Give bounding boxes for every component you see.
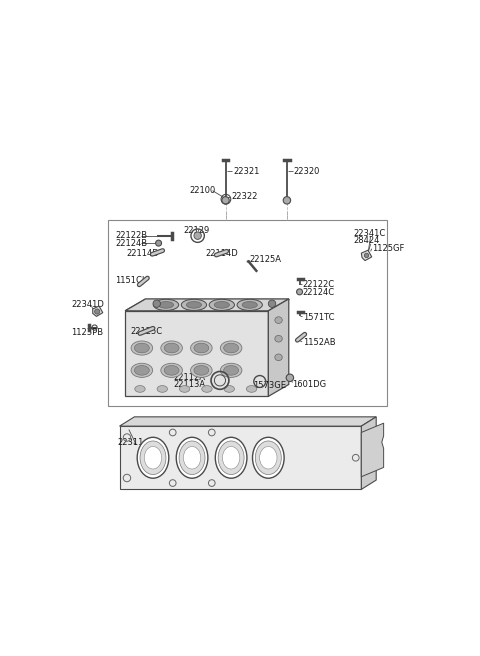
Ellipse shape: [237, 299, 263, 310]
Ellipse shape: [209, 299, 234, 310]
Ellipse shape: [220, 363, 242, 377]
Ellipse shape: [242, 302, 257, 308]
Text: 22125C: 22125C: [131, 327, 163, 336]
Ellipse shape: [180, 386, 190, 392]
Circle shape: [194, 232, 202, 239]
Text: 22114D: 22114D: [205, 249, 238, 258]
Ellipse shape: [216, 438, 247, 478]
Text: 1151CJ: 1151CJ: [115, 276, 144, 285]
Ellipse shape: [194, 365, 209, 375]
Text: 1573GE: 1573GE: [253, 381, 287, 390]
Polygon shape: [361, 250, 372, 260]
Ellipse shape: [144, 447, 162, 469]
Text: 1152AB: 1152AB: [303, 338, 336, 347]
Text: 22124B: 22124B: [115, 239, 147, 247]
Ellipse shape: [260, 447, 277, 469]
Ellipse shape: [191, 341, 212, 355]
Ellipse shape: [220, 341, 242, 355]
Text: 22322: 22322: [231, 192, 257, 201]
Circle shape: [297, 289, 302, 295]
Ellipse shape: [214, 302, 229, 308]
Text: 1601DG: 1601DG: [292, 380, 326, 390]
Text: 22114D: 22114D: [126, 249, 159, 258]
Ellipse shape: [131, 341, 153, 355]
Ellipse shape: [194, 343, 209, 353]
Text: 22129: 22129: [183, 226, 210, 236]
Ellipse shape: [222, 447, 240, 469]
Text: 22122B: 22122B: [115, 231, 147, 240]
Ellipse shape: [224, 365, 239, 375]
Circle shape: [364, 253, 369, 258]
Circle shape: [268, 300, 276, 308]
Ellipse shape: [275, 354, 282, 361]
Ellipse shape: [137, 438, 169, 478]
Polygon shape: [361, 417, 376, 489]
Ellipse shape: [202, 386, 212, 392]
Ellipse shape: [218, 441, 244, 474]
Polygon shape: [120, 417, 376, 426]
Text: 22320: 22320: [294, 167, 320, 176]
Circle shape: [283, 197, 290, 204]
Ellipse shape: [161, 363, 182, 377]
Text: 22321: 22321: [233, 167, 259, 176]
Ellipse shape: [176, 438, 208, 478]
Ellipse shape: [275, 317, 282, 323]
Ellipse shape: [154, 299, 179, 310]
Text: 22122C: 22122C: [302, 280, 335, 289]
Text: 22113A: 22113A: [173, 380, 205, 390]
Circle shape: [95, 309, 100, 314]
Text: 1123PB: 1123PB: [71, 327, 103, 337]
Polygon shape: [361, 423, 384, 477]
Ellipse shape: [183, 447, 201, 469]
Text: 22341C: 22341C: [354, 230, 386, 238]
Text: 1125GF: 1125GF: [372, 244, 405, 253]
Ellipse shape: [157, 386, 168, 392]
Polygon shape: [125, 311, 268, 396]
Text: 22112A: 22112A: [173, 373, 205, 382]
Ellipse shape: [134, 343, 149, 353]
Ellipse shape: [134, 365, 149, 375]
FancyBboxPatch shape: [108, 220, 387, 405]
Ellipse shape: [158, 302, 174, 308]
Text: 22311: 22311: [118, 438, 144, 447]
Circle shape: [156, 240, 162, 246]
Polygon shape: [120, 426, 361, 489]
Ellipse shape: [275, 335, 282, 342]
Text: 22341D: 22341D: [71, 300, 104, 310]
Circle shape: [222, 197, 229, 204]
Circle shape: [153, 300, 160, 308]
Ellipse shape: [246, 386, 257, 392]
Ellipse shape: [255, 441, 281, 474]
Text: 22124C: 22124C: [302, 288, 335, 297]
Ellipse shape: [164, 365, 179, 375]
Polygon shape: [268, 299, 289, 396]
Ellipse shape: [161, 341, 182, 355]
Text: 1571TC: 1571TC: [303, 313, 335, 321]
Text: 22100: 22100: [190, 186, 216, 195]
Ellipse shape: [186, 302, 202, 308]
Circle shape: [286, 374, 294, 382]
Ellipse shape: [179, 441, 205, 474]
Polygon shape: [125, 299, 289, 311]
Ellipse shape: [224, 386, 234, 392]
Ellipse shape: [224, 343, 239, 353]
Text: 22125A: 22125A: [250, 255, 282, 264]
Ellipse shape: [164, 343, 179, 353]
Text: 28424: 28424: [354, 236, 380, 245]
Ellipse shape: [181, 299, 206, 310]
Ellipse shape: [252, 438, 284, 478]
Ellipse shape: [191, 363, 212, 377]
Ellipse shape: [131, 363, 153, 377]
Ellipse shape: [135, 386, 145, 392]
Polygon shape: [93, 306, 103, 316]
Ellipse shape: [140, 441, 166, 474]
